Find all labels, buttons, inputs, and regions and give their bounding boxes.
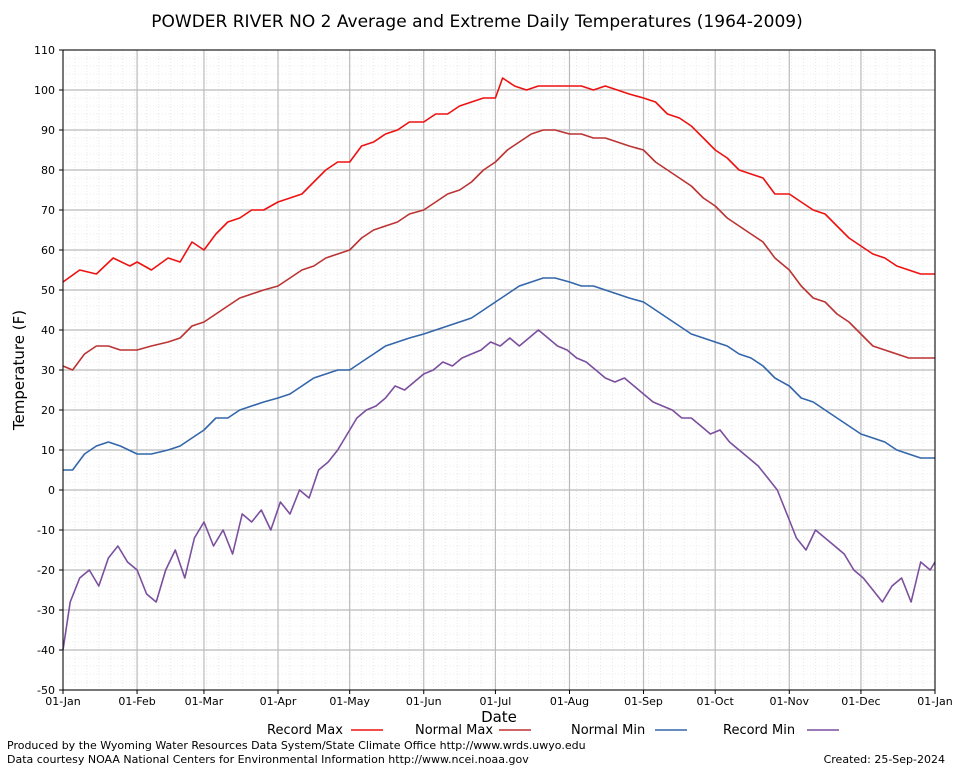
- y-tick-label: -10: [37, 524, 55, 537]
- series-line-record-min: [62, 329, 936, 651]
- x-tick-label: 01-Mar: [185, 695, 224, 708]
- y-tick-label: 110: [34, 44, 55, 57]
- legend-label-normal-max: Normal Max: [415, 723, 493, 738]
- y-tick-label: 40: [41, 324, 55, 337]
- y-tick-label: 90: [41, 124, 55, 137]
- footer-created-date: Created: 25-Sep-2024: [824, 753, 945, 766]
- footer-produced-by: Produced by the Wyoming Water Resources …: [7, 739, 586, 752]
- x-axis: 01-Jan 01-Feb 01-Mar 01-Apr 01-May 01-Jun 01-J…: [45, 690, 953, 708]
- y-tick-label: -30: [37, 604, 55, 617]
- y-tick-label: -20: [37, 564, 55, 577]
- y-tick-label: 70: [41, 204, 55, 217]
- series-line-normal-max: [62, 129, 935, 371]
- y-axis-title: Temperature (F): [10, 310, 28, 431]
- x-tick-label: 01-May: [329, 695, 370, 708]
- chart-title: POWDER RIVER NO 2 Average and Extreme Da…: [151, 12, 802, 32]
- y-tick-label: 80: [41, 164, 55, 177]
- x-tick-label: 01-Jul: [479, 695, 511, 708]
- legend: Record Max Normal Max Normal Min Record Min: [267, 723, 839, 738]
- legend-label-normal-min: Normal Min: [571, 723, 645, 738]
- y-tick-label: -40: [37, 644, 55, 657]
- x-axis-title: Date: [481, 708, 517, 726]
- legend-label-record-min: Record Min: [723, 723, 795, 738]
- legend-label-record-max: Record Max: [267, 723, 343, 738]
- x-tick-label: 01-Jan: [45, 695, 81, 708]
- y-tick-label: 30: [41, 364, 55, 377]
- series-line-record-max: [62, 77, 935, 283]
- x-tick-label: 01-Jan: [917, 695, 953, 708]
- footer-data-courtesy: Data courtesy NOAA National Centers for …: [7, 753, 529, 766]
- x-tick-label: 01-Sep: [624, 695, 663, 708]
- x-tick-label: 01-Oct: [697, 695, 735, 708]
- y-tick-label: 50: [41, 284, 55, 297]
- y-tick-label: -50: [37, 684, 55, 697]
- x-tick-label: 01-Aug: [550, 695, 589, 708]
- x-tick-label: 01-Feb: [118, 695, 155, 708]
- x-tick-label: 01-Nov: [770, 695, 810, 708]
- series-line-normal-min: [63, 277, 935, 471]
- plot-series: [62, 77, 936, 651]
- y-tick-label: 10: [41, 444, 55, 457]
- x-tick-label: 01-Jun: [406, 695, 442, 708]
- y-tick-label: 20: [41, 404, 55, 417]
- y-tick-label: 100: [34, 84, 55, 97]
- x-tick-label: 01-Dec: [841, 695, 880, 708]
- y-tick-label: 0: [48, 484, 55, 497]
- x-tick-label: 01-Apr: [260, 695, 297, 708]
- y-tick-label: 60: [41, 244, 55, 257]
